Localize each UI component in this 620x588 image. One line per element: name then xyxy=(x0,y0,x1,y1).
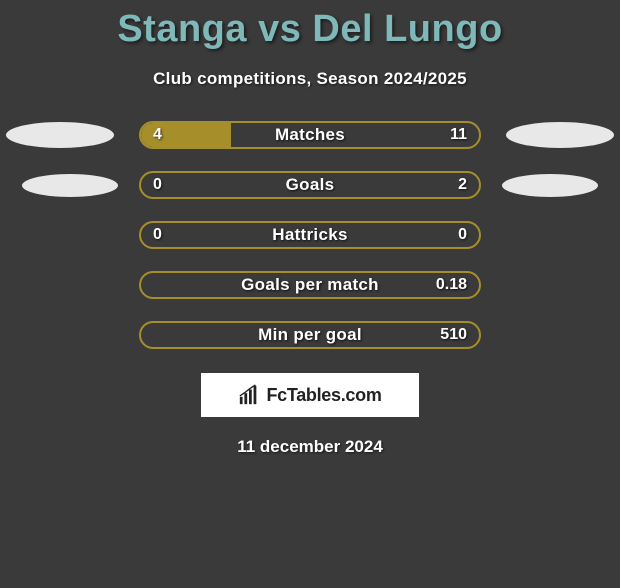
player-marker-right xyxy=(502,174,598,197)
comparison-widget: Stanga vs Del Lungo Club competitions, S… xyxy=(0,8,620,457)
footer-date: 11 december 2024 xyxy=(0,437,620,457)
stat-row: Hattricks0 0 xyxy=(0,221,620,249)
stat-bar: Goals per match0.18 xyxy=(139,271,481,299)
page-title: Stanga vs Del Lungo xyxy=(0,8,620,51)
stat-value-right: 11 xyxy=(450,126,467,144)
player-marker-left xyxy=(6,122,114,148)
subtitle: Club competitions, Season 2024/2025 xyxy=(0,69,620,89)
stat-row: Goals per match0.18 xyxy=(0,271,620,299)
stat-label: Hattricks xyxy=(141,225,479,245)
stat-row: Matches4 11 xyxy=(0,121,620,149)
source-badge: FcTables.com xyxy=(201,373,419,417)
stat-bar: Hattricks0 0 xyxy=(139,221,481,249)
stat-value-left: 0 xyxy=(153,226,162,244)
stat-value-right: 0 xyxy=(458,226,467,244)
stat-rows: Matches411Goals02Hattricks00Goals per ma… xyxy=(0,121,620,349)
player-marker-left xyxy=(22,174,118,197)
stat-label: Goals xyxy=(141,175,479,195)
stat-value-right: 2 xyxy=(458,176,467,194)
stat-bar: Goals0 2 xyxy=(139,171,481,199)
stat-row: Min per goal510 xyxy=(0,321,620,349)
stat-bar: Min per goal510 xyxy=(139,321,481,349)
chart-icon xyxy=(238,384,260,406)
source-badge-text: FcTables.com xyxy=(266,385,381,406)
stat-label: Goals per match xyxy=(141,275,479,295)
stat-label: Matches xyxy=(141,125,479,145)
stat-row: Goals0 2 xyxy=(0,171,620,199)
stat-value-right: 0.18 xyxy=(436,276,467,294)
stat-label: Min per goal xyxy=(141,325,479,345)
stat-value-left: 4 xyxy=(153,126,162,144)
stat-value-left: 0 xyxy=(153,176,162,194)
stat-value-right: 510 xyxy=(440,326,467,344)
player-marker-right xyxy=(506,122,614,148)
stat-bar: Matches4 11 xyxy=(139,121,481,149)
